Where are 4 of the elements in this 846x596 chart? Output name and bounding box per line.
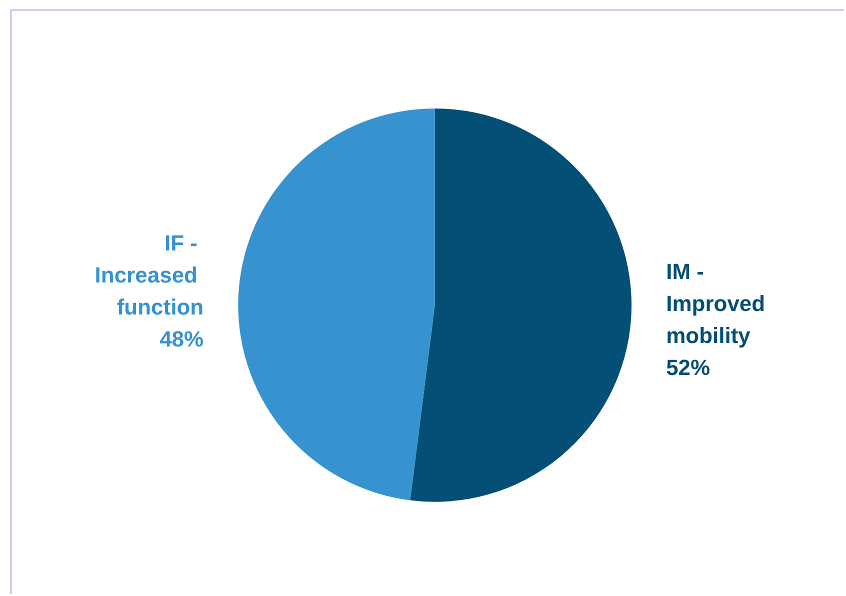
data-label: 48% — [160, 326, 204, 352]
slice-label: IF - Increased function — [94, 230, 204, 320]
slice-label: IM - Improved mobility — [666, 258, 772, 348]
data-label: 52% — [666, 354, 710, 380]
